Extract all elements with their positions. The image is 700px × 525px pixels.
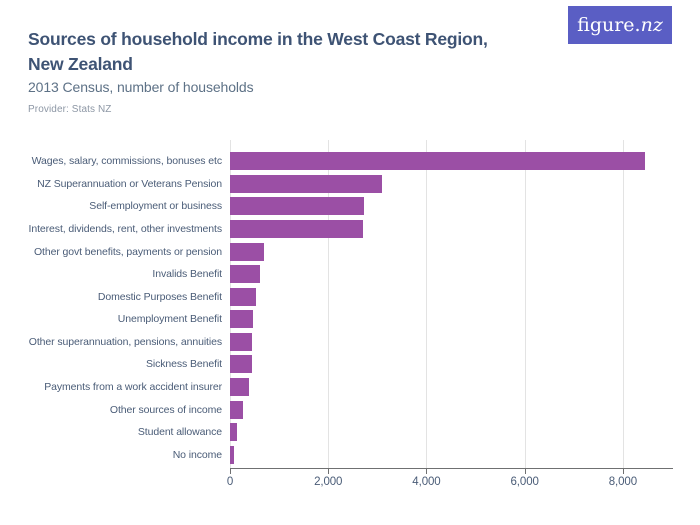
page-title-line1: Sources of household income in the West … — [28, 29, 488, 49]
bar-track — [230, 310, 672, 329]
chart-row: NZ Superannuation or Veterans Pension — [0, 173, 672, 196]
bar-track — [230, 197, 672, 216]
axis-tick-label: 6,000 — [510, 476, 539, 488]
x-axis-ticks: 0 2,000 4,000 6,000 8,000 — [226, 468, 672, 498]
chart-row: Student allowance — [0, 421, 672, 444]
chart-row: Sickness Benefit — [0, 353, 672, 376]
page-title: Sources of household income in the West … — [28, 27, 548, 77]
category-label: NZ Superannuation or Veterans Pension — [37, 177, 222, 190]
bar — [230, 310, 253, 329]
category-label: Other superannuation, pensions, annuitie… — [28, 335, 222, 348]
figure-nz-logo[interactable]: figure. nz — [568, 6, 672, 44]
logo-text-italic: nz — [640, 14, 663, 36]
gridline — [622, 140, 624, 468]
bar — [230, 174, 383, 193]
chart-row: Self-employment or business — [0, 195, 672, 218]
bar — [230, 378, 249, 397]
category-label: Other govt benefits, payments or pension — [33, 245, 222, 258]
axis-tick — [426, 468, 428, 474]
bar-track — [230, 152, 672, 171]
category-label: Unemployment Benefit — [117, 313, 222, 326]
bar — [230, 265, 261, 284]
chart-row: Unemployment Benefit — [0, 308, 672, 331]
bar-track — [230, 332, 672, 351]
axis-tick — [524, 468, 526, 474]
chart-row: Interest, dividends, rent, other investm… — [0, 218, 672, 241]
category-label: Self-employment or business — [89, 200, 222, 213]
bar-track — [230, 423, 672, 442]
category-label: Wages, salary, commissions, bonuses etc — [31, 155, 223, 168]
category-label: Payments from a work accident insurer — [44, 381, 222, 394]
bar-track — [230, 265, 672, 284]
axis-tick — [230, 468, 231, 474]
category-label: Student allowance — [137, 426, 222, 439]
bar — [230, 355, 253, 374]
bar-track — [230, 400, 672, 419]
category-label: Domestic Purposes Benefit — [97, 290, 222, 303]
chart-row: Other sources of income — [0, 398, 672, 421]
gridline — [426, 140, 428, 468]
bar-track — [230, 378, 672, 397]
category-label: No income — [172, 448, 222, 461]
category-label: Invalids Benefit — [152, 268, 222, 281]
category-label: Interest, dividends, rent, other investm… — [28, 223, 223, 236]
bar-track — [230, 355, 672, 374]
logo-text-roman: figure. — [577, 14, 641, 36]
bar — [230, 445, 234, 464]
bar-track — [230, 287, 672, 306]
axis-tick-label: 2,000 — [314, 476, 343, 488]
bar — [230, 423, 237, 442]
page-title-line2: New Zealand — [28, 54, 133, 74]
bar — [230, 220, 363, 239]
chart-row: Other superannuation, pensions, annuitie… — [0, 331, 672, 354]
axis-tick — [328, 468, 330, 474]
gridline — [524, 140, 526, 468]
provider-credit: Provider: Stats NZ — [28, 104, 112, 115]
axis-tick — [622, 468, 624, 474]
bar-chart: Wages, salary, commissions, bonuses etc N… — [0, 150, 672, 466]
x-axis-line — [230, 468, 673, 469]
bar-track — [230, 220, 672, 239]
bar-track — [230, 174, 672, 193]
bar — [230, 287, 256, 306]
bar — [230, 400, 243, 419]
chart-subtitle: 2013 Census, number of households — [28, 79, 254, 95]
chart-row: Wages, salary, commissions, bonuses etc — [0, 150, 672, 173]
chart-row: Other govt benefits, payments or pension — [0, 240, 672, 263]
chart-row: Invalids Benefit — [0, 263, 672, 286]
chart-row: No income — [0, 444, 672, 467]
category-label: Sickness Benefit — [145, 358, 222, 371]
chart-row: Payments from a work accident insurer — [0, 376, 672, 399]
bar — [230, 152, 645, 171]
bar — [230, 197, 364, 216]
gridline — [328, 140, 330, 468]
category-label: Other sources of income — [109, 403, 222, 416]
axis-tick-label: 4,000 — [412, 476, 441, 488]
axis-tick-label: 0 — [226, 476, 234, 488]
bar-track — [230, 445, 672, 464]
bar — [230, 242, 265, 261]
bar — [230, 332, 253, 351]
chart-row: Domestic Purposes Benefit — [0, 285, 672, 308]
axis-tick-label: 8,000 — [608, 476, 638, 488]
bar-track — [230, 242, 672, 261]
